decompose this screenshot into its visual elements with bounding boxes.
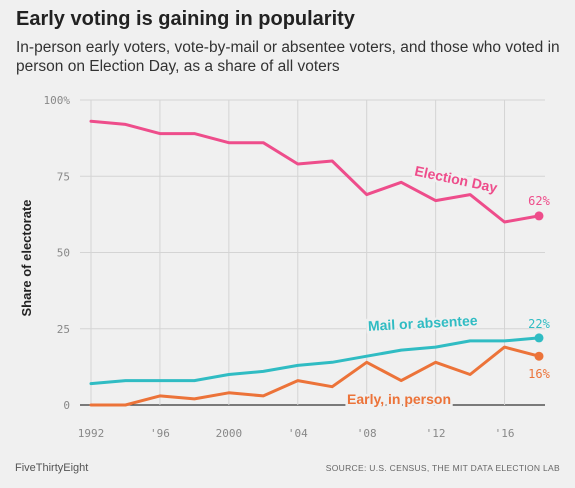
x-tick-label: 1992 bbox=[78, 427, 105, 440]
x-tick-label: 2000 bbox=[216, 427, 243, 440]
chart-title: Early voting is gaining in popularity bbox=[16, 8, 355, 30]
series-name-label: Election Day bbox=[413, 163, 499, 196]
series-name-label: Mail or absentee bbox=[368, 312, 479, 334]
y-tick-label: 50 bbox=[57, 247, 70, 260]
series-end-marker bbox=[534, 211, 544, 221]
series-line bbox=[89, 119, 541, 224]
x-tick-label: '04 bbox=[288, 427, 308, 440]
y-tick-label: 100% bbox=[44, 94, 71, 107]
series-end-marker bbox=[534, 351, 544, 361]
series-name-label: Early, in person bbox=[347, 391, 451, 407]
source-label: SOURCE: U.S. CENSUS, THE MIT DATA ELECTI… bbox=[325, 463, 560, 473]
y-axis-label: Share of electorate bbox=[19, 199, 34, 316]
series-line bbox=[89, 345, 541, 407]
y-tick-label: 25 bbox=[57, 323, 70, 336]
chart-subtitle: In-person early voters, vote-by-mail or … bbox=[16, 39, 560, 75]
series-end-marker bbox=[534, 333, 544, 343]
x-tick-label: '08 bbox=[357, 427, 377, 440]
y-tick-label: 0 bbox=[63, 399, 70, 412]
x-tick-label: '96 bbox=[150, 427, 170, 440]
y-tick-label: 75 bbox=[57, 170, 70, 183]
series-end-value-label: 16% bbox=[528, 367, 550, 381]
x-tick-label: '16 bbox=[495, 427, 515, 440]
brand-label: FiveThirtyEight bbox=[15, 462, 89, 474]
series-end-value-label: 62% bbox=[528, 194, 550, 208]
series-line bbox=[89, 336, 541, 386]
x-tick-label: '12 bbox=[426, 427, 446, 440]
series-end-value-label: 22% bbox=[528, 317, 550, 331]
